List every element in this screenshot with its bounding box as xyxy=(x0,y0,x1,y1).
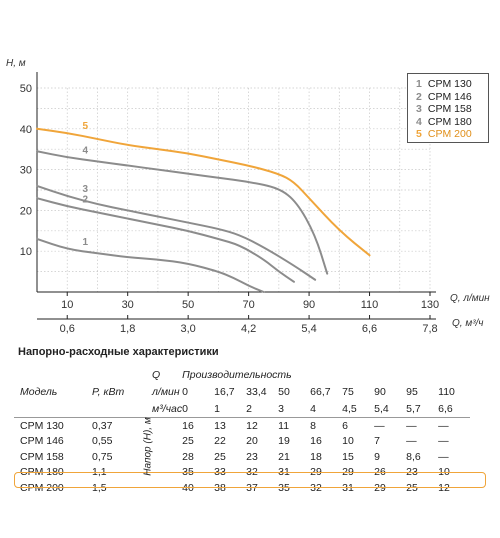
curve-cpm-200 xyxy=(36,127,371,257)
legend-label: CPM 200 xyxy=(427,128,472,140)
x-tick-label: 110 xyxy=(361,299,379,311)
x-tick-label: 70 xyxy=(242,299,254,311)
table-title: Напорно-расходные характеристики xyxy=(18,346,219,358)
curve-cpm-158 xyxy=(36,184,317,281)
performance-table: Q Производительность Модель P, кВт л/мин… xyxy=(14,366,471,496)
y-tick-label: 50 xyxy=(20,83,32,95)
table-row: CPM 130 0,37 16 13 12 11 8 6 — — — xyxy=(20,419,449,432)
x-tick-label: 30 xyxy=(122,299,134,311)
y-tick-label: 30 xyxy=(20,165,32,177)
legend-num: 2 xyxy=(416,90,422,103)
perf-label: Производительность xyxy=(182,368,292,381)
x-tick-label: 10 xyxy=(61,299,73,311)
legend-num: 1 xyxy=(416,78,422,90)
x-tick-label: 90 xyxy=(303,299,315,311)
legend-item: 4 CPM 180 xyxy=(416,116,488,129)
x2-tick-label: 3,0 xyxy=(181,323,196,335)
legend-item: 3 CPM 158 xyxy=(416,103,488,116)
chart-grid xyxy=(36,72,436,320)
x2-tick-label: 0,6 xyxy=(60,323,75,335)
table-row: CPM 180 1,1 35 33 32 31 29 29 26 23 10 xyxy=(20,466,450,479)
chart-tick-labels: 10 20 30 40 50 10 30 50 70 90 110 130 0,6 1,8 3,0 4,2 5,… xyxy=(6,58,490,335)
curve-label: 3 xyxy=(82,184,88,195)
table-row: CPM 146 0,55 25 22 20 19 16 10 7— — xyxy=(20,435,449,448)
x2-tick-label: 4,2 xyxy=(241,323,256,335)
legend-num: 4 xyxy=(416,115,422,128)
curve-cpm-146 xyxy=(36,197,295,283)
curve-cpm-130 xyxy=(36,237,265,293)
curve-label: 4 xyxy=(82,145,88,156)
x-tick-label: 50 xyxy=(182,299,194,311)
x2-tick-label: 1,8 xyxy=(120,323,135,335)
x-axis-label: Q, л/мин xyxy=(450,293,490,304)
table-header-row: Модель P, кВт л/мин 0 16,7 33,4 50 66,7 75 9… xyxy=(14,383,470,400)
power-label: P, кВт xyxy=(92,385,125,398)
y-axis-label: H, м xyxy=(6,58,26,69)
m3h-label: м³/час xyxy=(152,400,183,418)
pump-curve-chart: 10 20 30 40 50 10 30 50 70 90 110 130 0,6 1,8 3,0 4,2 5,… xyxy=(6,58,490,335)
curve-label: 1 xyxy=(82,237,88,248)
legend-label: CPM 180 xyxy=(427,115,472,128)
legend-item: 1 CPM 130 xyxy=(416,78,488,91)
legend-num: 5 xyxy=(416,128,422,140)
table-header-row: Q Производительность xyxy=(14,366,470,383)
y-tick-label: 10 xyxy=(20,246,32,258)
curve-cpm-180 xyxy=(36,150,329,275)
legend-label: CPM 130 xyxy=(427,78,472,90)
x2-tick-label: 7,8 xyxy=(422,323,437,335)
chart-legend: 1 CPM 130 2 CPM 146 3 CPM 158 4 CPM 180 … xyxy=(407,73,489,143)
table-row: CPM 158 0,75 28 25 23 21 18 15 9 8,6— xyxy=(20,450,449,463)
curve-label: 2 xyxy=(82,194,88,205)
y-tick-label: 40 xyxy=(20,124,32,136)
x2-axis-label: Q, м³/ч xyxy=(452,318,483,329)
lmin-label: л/мин xyxy=(152,385,180,398)
x-tick-label: 130 xyxy=(421,299,439,311)
legend-label: CPM 158 xyxy=(427,103,472,115)
x2-tick-label: 5,4 xyxy=(301,323,316,335)
q-label: Q xyxy=(152,368,161,381)
legend-num: 3 xyxy=(416,103,422,115)
chart-curves xyxy=(36,127,371,293)
legend-label: CPM 146 xyxy=(427,90,472,103)
legend-item: 2 CPM 146 xyxy=(416,91,488,104)
model-label: Модель xyxy=(20,385,58,398)
x2-tick-label: 6,6 xyxy=(362,323,377,335)
curve-label: 5 xyxy=(82,121,88,132)
table-row-highlighted: CPM 200 1,5 40 38 37 35 32 31 29 25 12 xyxy=(20,481,450,494)
y-tick-label: 20 xyxy=(20,205,32,217)
legend-item: 5 CPM 200 xyxy=(416,128,488,141)
head-label-vertical: Напор (Н), м xyxy=(142,417,154,476)
